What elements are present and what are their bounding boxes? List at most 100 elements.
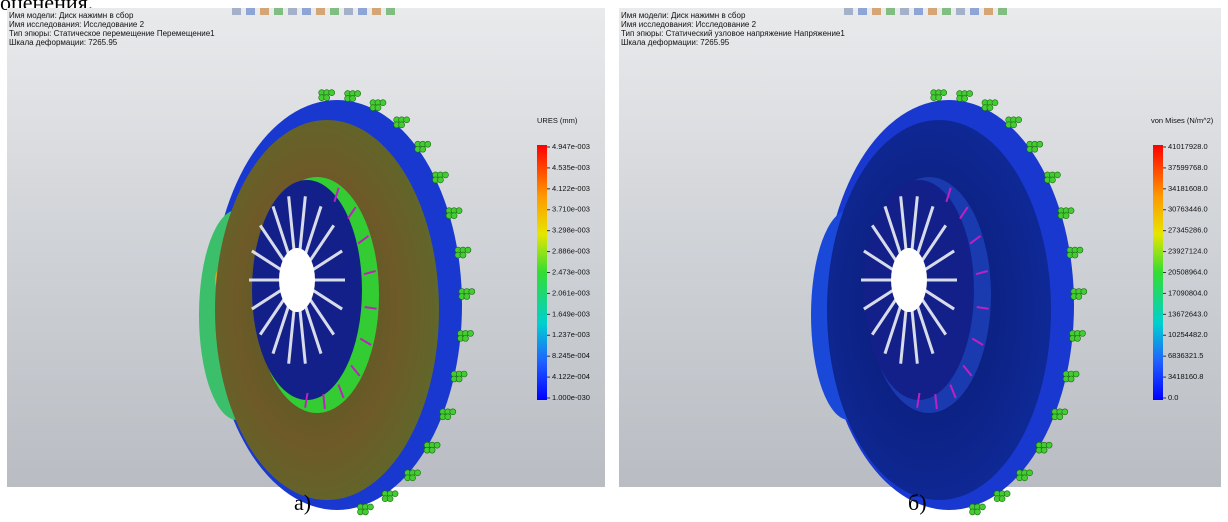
- fixture: [987, 105, 993, 111]
- legend-label: 23927124.0: [1168, 247, 1208, 256]
- legend-label: 2.061e-003: [552, 288, 590, 297]
- fixture: [1077, 247, 1083, 253]
- fixture: [392, 491, 398, 497]
- fixture: [434, 442, 440, 448]
- fixture: [974, 509, 980, 515]
- fixture: [375, 105, 381, 111]
- toolbar-icon[interactable]: [928, 8, 937, 15]
- fixture: [1068, 208, 1074, 214]
- info-line: Шкала деформации: 7265.95: [621, 38, 730, 47]
- fixture: [420, 146, 426, 152]
- toolbar-icon[interactable]: [886, 8, 895, 15]
- fixture: [999, 496, 1005, 502]
- toolbar-icon[interactable]: [872, 8, 881, 15]
- toolbar-icon[interactable]: [288, 8, 297, 15]
- toolbar-icon[interactable]: [900, 8, 909, 15]
- fixture: [1068, 376, 1074, 382]
- toolbar-icon[interactable]: [302, 8, 311, 15]
- toolbar-icon[interactable]: [358, 8, 367, 15]
- fixture: [404, 117, 410, 123]
- figure: оценения. Имя модели: Диск нажимн в сбор…: [0, 0, 1228, 522]
- toolbar-icon[interactable]: [344, 8, 353, 15]
- info-line: Тип эпюры: Статический узловое напряжени…: [621, 29, 845, 38]
- legend-label: 3.298e-003: [552, 226, 590, 235]
- fixture: [979, 504, 985, 510]
- legend-label: 4.947e-003: [552, 142, 590, 151]
- fixture: [1076, 294, 1082, 300]
- fixture: [429, 447, 435, 453]
- toolbar-icon[interactable]: [858, 8, 867, 15]
- legend-title: URES (mm): [537, 116, 578, 125]
- fixture: [437, 177, 443, 183]
- fixture: [362, 509, 368, 515]
- fixture: [1011, 122, 1017, 128]
- toolbar-icon[interactable]: [970, 8, 979, 15]
- fixture: [1041, 447, 1047, 453]
- fixture: [355, 91, 361, 97]
- legend-label: 2.473e-003: [552, 267, 590, 276]
- fixture: [456, 208, 462, 214]
- caption: а): [294, 490, 311, 515]
- legend-label: 20508964.0: [1168, 267, 1208, 276]
- legend-label: 13672643.0: [1168, 309, 1208, 318]
- legend-label: 3.710e-003: [552, 205, 590, 214]
- fixture: [1073, 371, 1079, 377]
- toolbar-icon[interactable]: [844, 8, 853, 15]
- toolbar-icon[interactable]: [386, 8, 395, 15]
- legend-label: 2.886e-003: [552, 247, 590, 256]
- toolbar-icon[interactable]: [372, 8, 381, 15]
- color-bar: [537, 145, 547, 400]
- fixture: [962, 96, 968, 102]
- legend-label: 41017928.0: [1168, 142, 1208, 151]
- info-line: Имя модели: Диск нажимн в сбор: [9, 11, 134, 20]
- fixture: [410, 475, 416, 481]
- legend-label: 34181608.0: [1168, 184, 1208, 193]
- fixture: [450, 409, 456, 415]
- fixture: [936, 95, 942, 101]
- toolbar-icon[interactable]: [998, 8, 1007, 15]
- fixture: [1054, 172, 1060, 178]
- legend-label: 8.245e-004: [552, 351, 590, 360]
- fixture: [451, 213, 457, 219]
- toolbar-icon[interactable]: [942, 8, 951, 15]
- toolbar-icon[interactable]: [246, 8, 255, 15]
- toolbar-icon[interactable]: [984, 8, 993, 15]
- fixture: [460, 252, 466, 258]
- fixture: [1080, 330, 1086, 336]
- fixture: [967, 91, 973, 97]
- fixture: [1027, 470, 1033, 476]
- legend-label: 4.535e-003: [552, 163, 590, 172]
- fixture: [461, 371, 467, 377]
- fixture: [324, 95, 330, 101]
- fixture: [387, 496, 393, 502]
- toolbar-icon[interactable]: [914, 8, 923, 15]
- info-line: Имя исследования: Исследование 2: [621, 20, 757, 29]
- toolbar-icon[interactable]: [956, 8, 965, 15]
- toolbar-icon[interactable]: [330, 8, 339, 15]
- fixture: [465, 247, 471, 253]
- legend-label: 27345286.0: [1168, 226, 1208, 235]
- fixture: [1075, 335, 1081, 341]
- fixture: [1072, 252, 1078, 258]
- fixture: [992, 100, 998, 106]
- color-bar: [1153, 145, 1163, 400]
- toolbar-icon[interactable]: [260, 8, 269, 15]
- toolbar-icon[interactable]: [316, 8, 325, 15]
- fixture: [415, 470, 421, 476]
- fixture: [1022, 475, 1028, 481]
- center-hole: [279, 248, 315, 312]
- toolbar-icon[interactable]: [232, 8, 241, 15]
- fixture: [468, 330, 474, 336]
- fixture: [445, 414, 451, 420]
- caption: б): [908, 490, 927, 515]
- center-hole: [891, 248, 927, 312]
- fixture: [329, 90, 335, 96]
- legend-label: 37599768.0: [1168, 163, 1208, 172]
- fixture: [1016, 117, 1022, 123]
- info-line: Имя исследования: Исследование 2: [9, 20, 145, 29]
- fixture: [1049, 177, 1055, 183]
- fixture: [399, 122, 405, 128]
- toolbar-icon[interactable]: [274, 8, 283, 15]
